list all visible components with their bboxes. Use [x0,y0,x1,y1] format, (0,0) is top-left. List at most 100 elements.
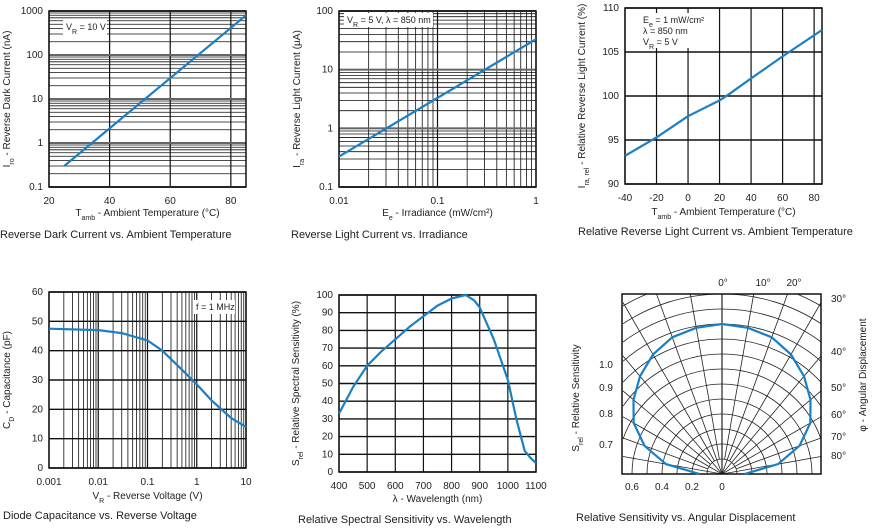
y-tick-label: 110 [603,3,619,14]
major-gridline [339,127,536,130]
y-tick-label: 40 [322,396,334,407]
x-tick-label: 1 [194,477,200,488]
chart-title: Relative Sensitivity vs. Angular Displac… [576,512,795,524]
annotation-text-part: = 10 V [77,22,106,32]
x-tick-label: 60 [165,196,177,207]
annotation-text: VR = 5 V [643,37,678,51]
y-axis-label: Iro - Reverse Dark Current (nA) [2,31,16,168]
x-axis-label-part: - Ambient Temperature (°C) [95,208,219,219]
angle-spoke [622,416,723,475]
y-tick-label: 10 [322,65,334,76]
x-tick-label: 40 [746,193,758,204]
x-tick-label: 0 [685,193,691,204]
y-tick-label: 1 [327,123,333,134]
y-axis-label-part: - Reverse Light Current (µA) [292,30,303,159]
x-tick-label: 700 [415,481,432,492]
annotation-text-part: E [643,15,649,25]
y-tick-label: 80 [322,325,334,336]
x-tick-label: 0.1 [431,196,445,207]
x-tick-label: 900 [471,481,488,492]
x-axis-label-part: amb [82,215,96,222]
x-axis-label: Ee - Irradiance (mW/cm²) [382,208,493,222]
y-axis-label-part: S [291,459,302,466]
y-tick-label: 95 [608,135,620,146]
angle-spoke [689,293,720,460]
x-tick-label: 1 [533,196,539,207]
radial-tick-label: 0 [719,482,725,493]
annotation-text-part: λ = 850 nm [643,26,688,36]
y-tick-label: 105 [602,47,619,58]
y-axis-label: Ira, rel - Relative Reverse Light Curren… [577,4,591,189]
y-tick-label: 90 [322,308,334,319]
radius-arc [796,293,822,307]
annotation-text-part: V [643,37,649,47]
annotation-text-part: = 1 mW/cm² [653,15,704,25]
annotation-text-part: e [649,22,653,29]
angle-spoke [622,437,709,470]
left-tick-label: 0.8 [599,409,613,420]
chart-4: f = 1 MHz 0.001 0.01 0.1 1 10 0 10 20 30 40 50 60 VR … [2,287,252,522]
y-tick-label: 50 [322,379,334,390]
angle-label: 40° [831,347,846,358]
x-tick-label: 60 [777,193,789,204]
y-tick-label: 50 [32,316,44,327]
y-axis-label-part: S [571,445,582,452]
radial-tick-label: 0.6 [625,482,639,493]
angle-spoke [721,416,822,475]
plot-frame [48,291,247,469]
x-tick-label: 600 [387,481,404,492]
annotation-box [63,20,107,35]
y-tick-label: 0.1 [319,182,333,193]
series-line [48,327,247,428]
plot-frame [48,10,247,188]
y-tick-label: 100 [316,290,333,301]
y-tick-label: 100 [602,91,619,102]
angle-spoke [622,390,711,465]
x-axis-label-part: e [389,215,393,222]
angle-spoke [729,302,822,462]
angle-spoke [622,302,715,462]
x-tick-label: 0.01 [89,477,109,488]
left-tick-label: 1.0 [599,360,613,371]
radial-tick-label: 0.4 [655,482,669,493]
x-tick-label: 80 [225,196,237,207]
x-axis-label-part: λ - Wavelength (nm) [393,494,483,505]
annotation-text-part: V [66,22,72,32]
angle-label: 20° [786,278,801,289]
x-axis-label-part: - Reverse Voltage (V) [104,491,202,502]
y-tick-label: 0 [37,463,43,474]
annotation-text-part: V [347,15,353,25]
major-gridline [49,98,246,100]
y-tick-label: 100 [26,50,43,61]
angle-label: 0° [718,278,728,289]
y-axis-label-part: ra [299,159,306,165]
chart-title: Reverse Light Current vs. Irradiance [291,229,468,241]
x-axis-label: Tamb - Ambient Temperature (°C) [75,208,219,222]
y-tick-label: 30 [32,375,44,386]
x-tick-label: 0.001 [36,477,61,488]
x-tick-label: 80 [809,193,821,204]
annotation-text: λ = 850 nm [643,26,688,36]
y-tick-label: 0.1 [29,182,43,193]
annotation-text: f = 1 MHz [196,302,235,312]
y-axis-label-part: - Relative Sensitivity [571,344,582,437]
x-tick-label: 20 [43,196,55,207]
y-tick-label: 40 [32,346,44,357]
x-tick-label: 20 [714,193,726,204]
annotation-text-part: R [72,29,77,36]
angle-spoke [735,437,822,470]
left-tick-label: 0.9 [599,383,613,394]
x-axis-label: VR - Reverse Voltage (V) [92,491,202,505]
angle-spoke [724,293,755,460]
y-axis-label-part: C [2,422,13,429]
x-tick-label: 400 [331,481,348,492]
y-tick-label: 10 [32,94,44,105]
annotation-text-part: = 5 V, λ = 850 nm [358,15,431,25]
x-axis-label-part: - Ambient Temperature (°C) [671,207,795,218]
x-axis-label-part: T [651,207,657,218]
x-axis-label: Tamb - Ambient Temperature (°C) [651,207,795,221]
y2-axis-label: φ - Angular Displacement [858,318,869,431]
y-axis-label-part: rel [298,451,305,459]
